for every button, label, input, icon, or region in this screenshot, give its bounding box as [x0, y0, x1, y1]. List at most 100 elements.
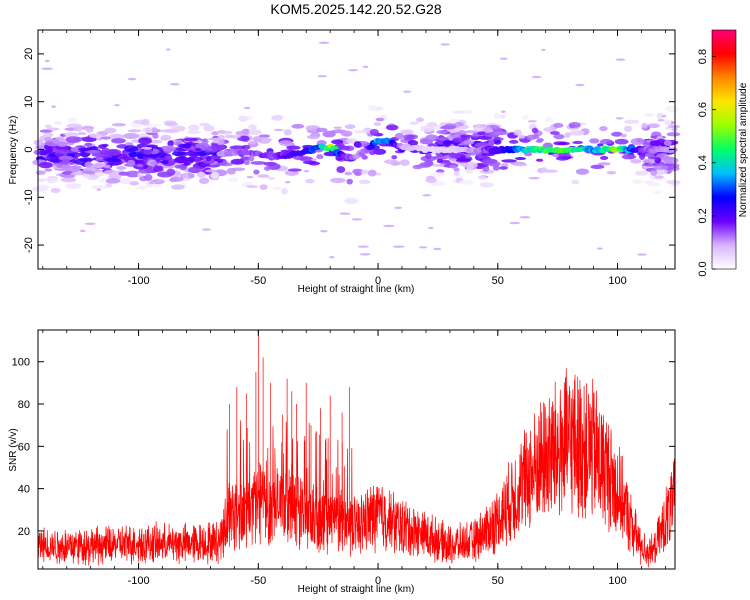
spectrogram-cell	[267, 176, 276, 181]
spectrogram-cell	[183, 162, 191, 166]
spectrogram-cell	[553, 134, 565, 140]
spectrogram-cell	[201, 138, 209, 145]
spectrogram-cell	[459, 134, 473, 138]
spectrogram-cell	[153, 165, 164, 172]
spectrogram-cell	[207, 137, 220, 141]
spectrogram-cell	[38, 178, 45, 183]
spectrogram-cell	[157, 171, 173, 178]
spectrogram-cell	[531, 75, 542, 79]
spectrogram-cell	[258, 134, 271, 138]
spectrogram-cell	[77, 132, 87, 136]
spectrogram-cell	[166, 48, 171, 51]
spectrogram-y-label: Frequency (Hz)	[8, 116, 19, 185]
spectrogram-cell	[161, 159, 169, 165]
spectrogram-cell	[344, 124, 356, 130]
spectrogram-cell	[291, 123, 305, 129]
spectrogram-cell	[553, 122, 564, 128]
spectrogram-cell	[140, 118, 150, 126]
spectrogram-cell	[49, 158, 57, 163]
spectrogram-cell	[531, 133, 540, 140]
spectrogram-cell	[400, 129, 414, 135]
spectrogram-cell	[630, 159, 642, 164]
spectrogram-cell	[642, 158, 657, 164]
spectrogram-cell	[453, 170, 460, 177]
spectrogram-cell	[528, 177, 540, 180]
spectrogram-cell	[320, 229, 328, 233]
x-tick-label: -50	[250, 575, 266, 587]
spectrogram-cell	[252, 136, 263, 142]
spectrogram-cell	[357, 245, 370, 248]
spectrogram-cell	[98, 144, 107, 149]
spectrogram-cell	[114, 104, 120, 107]
spectrogram-cell	[367, 104, 375, 108]
spectrogram-cell	[385, 124, 399, 131]
snr-x-label: Height of straight line (km)	[298, 584, 415, 595]
spectrogram-cell	[281, 188, 288, 195]
spectrogram-cell	[339, 212, 351, 215]
spectrogram-cell	[362, 65, 369, 69]
spectrogram-cell	[52, 138, 60, 144]
spectrogram-cell	[136, 163, 144, 168]
spectrogram-cell	[129, 153, 137, 158]
spectrogram-cell	[140, 146, 153, 150]
spectrogram-cell	[217, 130, 233, 135]
spectrogram-cell	[58, 155, 74, 161]
spectrogram-cell	[129, 181, 140, 186]
spectrogram-cell	[169, 83, 180, 86]
spectrogram-cell	[527, 120, 537, 123]
spectrogram-cell	[637, 253, 647, 256]
spectrogram-cell	[518, 134, 526, 139]
spectrogram-cell	[498, 114, 506, 119]
spectrogram-cell	[44, 168, 53, 172]
spectrogram-cell	[152, 133, 159, 139]
spectrogram-y-ticks: -20 -10 0 10 20	[23, 48, 675, 253]
spectrogram-cell	[86, 149, 101, 154]
spectrogram-cell	[656, 112, 664, 119]
spectrogram-cell	[160, 134, 172, 141]
spectrogram-cell	[67, 117, 78, 123]
spectrogram-cell	[650, 169, 658, 176]
spectrogram-cell	[345, 138, 358, 144]
y-tick-label: 0	[23, 146, 35, 152]
spectrogram-cell	[555, 156, 570, 161]
spectrogram-cell	[156, 162, 164, 167]
spectrogram-cell	[493, 112, 501, 120]
spectrogram-cell	[284, 180, 291, 184]
spectrogram-cell	[205, 155, 212, 162]
spectrogram-cell	[654, 157, 662, 164]
x-tick-label: 50	[492, 575, 504, 587]
spectrogram-cell	[38, 161, 53, 169]
spectrogram-cell	[243, 106, 251, 110]
spectrogram-cell	[45, 124, 52, 129]
spectrogram-cell	[348, 68, 359, 72]
spectrogram-cell	[118, 154, 128, 159]
spectrogram-x-label: Height of straight line (km)	[298, 284, 415, 295]
spectrogram-cell	[82, 173, 91, 179]
spectrogram-cell	[196, 171, 206, 178]
spectrogram-cell	[111, 138, 126, 144]
spectrogram-cell	[453, 167, 460, 172]
spectrogram-cell	[89, 133, 103, 139]
spectrogram-cell	[360, 169, 369, 175]
snr-series-line	[38, 330, 675, 568]
y-tick-label: 20	[18, 526, 30, 538]
spectrogram-cell	[306, 134, 320, 140]
spectrogram-cell	[201, 228, 211, 231]
spectrogram-cell	[93, 163, 104, 168]
spectrogram-heatmap	[32, 41, 681, 259]
spectrogram-cell	[353, 141, 362, 148]
spectrogram-cell	[441, 125, 457, 130]
spectrogram-cell	[183, 137, 199, 142]
snr-x-ticks: -100 -50 0 50 100	[42, 330, 666, 587]
spectrogram-cell	[224, 134, 234, 138]
spectrogram-cell	[437, 143, 444, 147]
y-tick-label: -10	[23, 189, 35, 205]
spectrogram-cell	[630, 138, 645, 145]
spectrogram-cell	[217, 144, 226, 151]
spectrogram-cell	[61, 158, 71, 165]
spectrogram-cell	[399, 159, 410, 167]
x-tick-label: 100	[608, 275, 626, 287]
spectrogram-cell	[624, 125, 632, 133]
spectrogram-cell	[575, 83, 585, 87]
spectrogram-cell	[287, 168, 302, 172]
